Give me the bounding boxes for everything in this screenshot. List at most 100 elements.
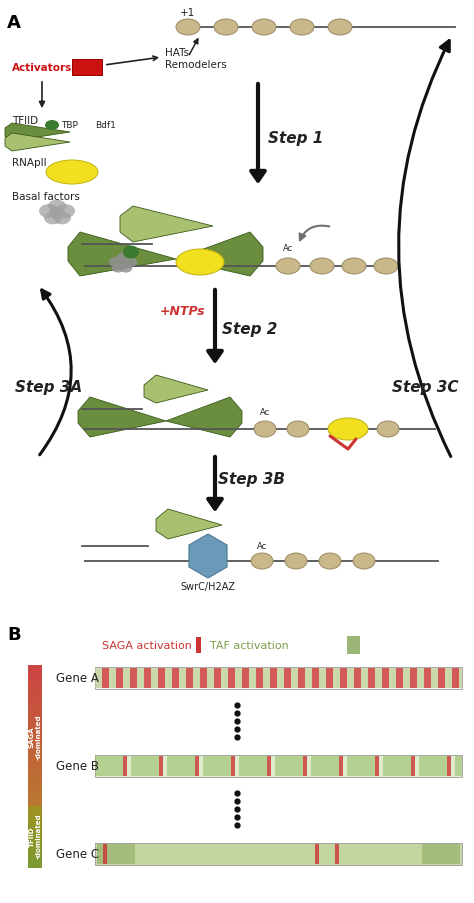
- Ellipse shape: [53, 212, 71, 225]
- Bar: [389, 668, 396, 688]
- Bar: [28, 695, 42, 697]
- Bar: [333, 668, 340, 688]
- Bar: [28, 817, 42, 818]
- Bar: [28, 840, 42, 841]
- Bar: [382, 668, 389, 688]
- Bar: [28, 865, 42, 867]
- Bar: [28, 828, 42, 830]
- Bar: [28, 853, 42, 854]
- Ellipse shape: [374, 259, 398, 275]
- Bar: [97, 844, 460, 864]
- Bar: [419, 756, 447, 777]
- Bar: [298, 668, 305, 688]
- Bar: [28, 681, 42, 684]
- Bar: [28, 865, 42, 866]
- Bar: [28, 741, 42, 743]
- Bar: [95, 843, 462, 865]
- Bar: [28, 748, 42, 750]
- FancyArrowPatch shape: [300, 227, 329, 241]
- Bar: [28, 755, 42, 758]
- Bar: [305, 668, 312, 688]
- Bar: [28, 809, 42, 810]
- Bar: [275, 756, 303, 777]
- Bar: [28, 788, 42, 791]
- Text: Ac: Ac: [260, 407, 270, 416]
- Ellipse shape: [123, 247, 139, 259]
- Bar: [28, 673, 42, 675]
- Text: Step 3A: Step 3A: [15, 380, 82, 395]
- Bar: [28, 807, 42, 809]
- Ellipse shape: [285, 554, 307, 570]
- Text: TFIID: TFIID: [12, 116, 38, 126]
- Bar: [28, 858, 42, 859]
- Text: Ac: Ac: [257, 542, 267, 551]
- Bar: [28, 801, 42, 803]
- Bar: [28, 848, 42, 849]
- Bar: [28, 667, 42, 669]
- Bar: [214, 668, 221, 688]
- Text: TFIID
-dominated: TFIID -dominated: [28, 813, 42, 859]
- Bar: [347, 668, 354, 688]
- Ellipse shape: [214, 20, 238, 36]
- Bar: [28, 847, 42, 849]
- Bar: [28, 703, 42, 704]
- Bar: [28, 803, 42, 805]
- Bar: [131, 756, 159, 777]
- Bar: [28, 851, 42, 852]
- Ellipse shape: [287, 422, 309, 438]
- Ellipse shape: [251, 554, 273, 570]
- Text: A: A: [7, 14, 21, 32]
- Ellipse shape: [49, 209, 65, 219]
- Bar: [28, 833, 42, 834]
- Bar: [28, 831, 42, 832]
- Ellipse shape: [328, 418, 368, 441]
- Ellipse shape: [44, 212, 62, 225]
- Text: Gene B: Gene B: [56, 759, 99, 773]
- Bar: [28, 833, 42, 834]
- Ellipse shape: [112, 265, 124, 274]
- Bar: [137, 668, 144, 688]
- Bar: [28, 732, 42, 734]
- Bar: [28, 766, 42, 768]
- Bar: [438, 668, 445, 688]
- Bar: [28, 694, 42, 695]
- Bar: [28, 864, 42, 865]
- Bar: [28, 839, 42, 840]
- Bar: [28, 849, 42, 850]
- Polygon shape: [156, 509, 222, 539]
- Bar: [28, 759, 42, 761]
- Polygon shape: [78, 397, 166, 438]
- Bar: [135, 844, 422, 864]
- Bar: [28, 852, 42, 854]
- Bar: [28, 762, 42, 764]
- Bar: [28, 817, 42, 819]
- Bar: [28, 768, 42, 769]
- Text: HATs: HATs: [165, 48, 189, 58]
- Bar: [459, 668, 462, 688]
- Bar: [28, 744, 42, 747]
- Bar: [102, 668, 109, 688]
- Bar: [28, 731, 42, 732]
- Bar: [196, 638, 201, 653]
- Bar: [228, 668, 235, 688]
- Bar: [28, 769, 42, 771]
- Bar: [28, 846, 42, 847]
- Bar: [28, 814, 42, 815]
- Bar: [249, 668, 256, 688]
- Bar: [28, 669, 42, 671]
- Bar: [28, 771, 42, 773]
- Bar: [28, 845, 42, 846]
- Bar: [28, 811, 42, 812]
- Bar: [311, 756, 339, 777]
- Bar: [28, 679, 42, 682]
- Bar: [28, 856, 42, 858]
- Bar: [28, 862, 42, 864]
- Bar: [28, 842, 42, 843]
- Bar: [207, 668, 214, 688]
- Bar: [28, 810, 42, 811]
- Bar: [28, 716, 42, 719]
- Bar: [28, 860, 42, 861]
- Bar: [28, 851, 42, 852]
- Bar: [95, 667, 462, 689]
- Bar: [347, 637, 360, 655]
